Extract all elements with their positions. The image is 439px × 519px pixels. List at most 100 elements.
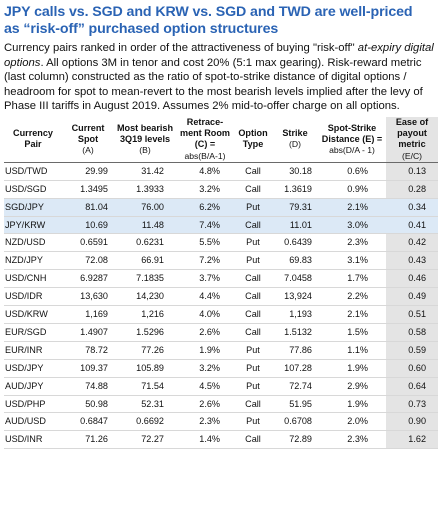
cell-payout: 0.41: [386, 216, 438, 234]
cell-strike: 30.18: [289, 165, 312, 176]
cell-strike: 69.83: [289, 255, 312, 266]
cell-payout: 0.46: [386, 269, 438, 288]
cell-retrace: 2.6%: [199, 398, 220, 409]
description-italic: at-expiry digital options: [4, 42, 434, 69]
cell-bearish: 66.91: [141, 255, 164, 266]
cell-option-type: Put: [246, 416, 260, 427]
cell-bearish: 1.5296: [136, 326, 164, 337]
cell-spot: 0.6591: [80, 237, 108, 248]
cell-strike: 0.6708: [284, 416, 312, 427]
cell-strike: 11.01: [272, 216, 318, 234]
table-row: USD/PHP 50.98 52.31 2.6% Call 51.95 1.9% 0.73: [4, 395, 438, 413]
table-row: USD/JPY 109.37 105.89 3.2% Put 107.28 1.9% 0.60: [4, 359, 438, 378]
cell-bearish: 7.1835: [136, 273, 164, 284]
cell-payout: 0.28: [386, 180, 438, 199]
cell-payout: 0.49: [386, 287, 438, 306]
cell-strike: 1.5132: [284, 326, 312, 337]
cell-pair: EUR/INR: [5, 344, 43, 355]
cell-retrace: 7.4%: [176, 216, 234, 234]
cell-strike: 79.31: [272, 198, 318, 216]
table-row: USD/SGD 1.3495 1.3933 3.2% Call 1.3619 0.9% 0.2…: [4, 180, 438, 199]
cell-bearish: 0.6692: [136, 416, 164, 427]
cell-distance: 2.2%: [347, 291, 368, 302]
cell-pair: USD/TWD: [5, 165, 48, 176]
cell-retrace: 1.4%: [199, 434, 220, 445]
table-row: NZD/USD 0.6591 0.6231 5.5% Put 0.6439 2.3% 0.42: [4, 233, 438, 252]
table-header: Currency Pair Current Spot (A) Most beari…: [4, 116, 438, 163]
table-row: USD/CNH 6.9287 7.1835 3.7% Call 7.0458 1.7% 0.4…: [4, 269, 438, 288]
cell-bearish: 1,216: [141, 309, 164, 320]
header-retracement-room: Retrace-ment Room (C) = abs(B/A-1): [176, 116, 234, 163]
header-current-spot-sub: (A): [82, 144, 94, 155]
cell-bearish: 52.31: [141, 398, 164, 409]
header-current-spot: Current Spot (A): [62, 116, 114, 163]
cell-payout: 0.60: [386, 359, 438, 378]
table-row: USD/IDR 13,630 14,230 4.4% Call 13,924 2.2% 0.4…: [4, 287, 438, 306]
cell-option-type: Put: [246, 344, 260, 355]
cell-bearish: 105.89: [136, 362, 164, 373]
cell-bearish: 11.48: [114, 216, 176, 234]
cell-option-type: Put: [246, 255, 260, 266]
table-row: SGD/JPY 81.04 76.00 6.2% Put 79.31 2.1% 0.34: [4, 198, 438, 216]
cell-payout: 0.51: [386, 305, 438, 324]
cell-payout: 0.42: [386, 233, 438, 252]
cell-option-type: Put: [246, 237, 260, 248]
options-table: Currency Pair Current Spot (A) Most beari…: [4, 116, 438, 449]
cell-bearish: 14,230: [136, 291, 164, 302]
cell-spot: 74.88: [85, 380, 108, 391]
cell-distance: 1.1%: [347, 344, 368, 355]
header-retracement-sub: abs(B/A-1): [184, 150, 226, 161]
cell-bearish: 71.54: [141, 380, 164, 391]
cell-bearish: 1.3933: [136, 183, 164, 194]
cell-distance: 2.1%: [347, 309, 368, 320]
cell-spot: 1.4907: [80, 326, 108, 337]
description-part-1: Currency pairs ranked in order of the at…: [4, 42, 358, 54]
cell-strike: 1.3619: [284, 183, 312, 194]
cell-bearish: 0.6231: [136, 237, 164, 248]
cell-distance: 2.1%: [318, 198, 386, 216]
cell-retrace: 4.5%: [199, 380, 220, 391]
cell-retrace: 5.5%: [199, 237, 220, 248]
cell-spot: 109.37: [80, 362, 108, 373]
cell-payout: 0.64: [386, 377, 438, 396]
description-part-2: . All options 3M in tenor and cost 20% (…: [4, 56, 423, 113]
cell-pair: USD/KRW: [5, 309, 48, 320]
cell-bearish: 72.27: [141, 434, 164, 445]
cell-retrace: 3.2%: [199, 183, 220, 194]
header-most-bearish: Most bearish 3Q19 levels (B): [114, 116, 176, 163]
table-row: EUR/SGD 1.4907 1.5296 2.6% Call 1.5132 1.5% 0.5…: [4, 323, 438, 342]
header-currency-pair: Currency Pair: [4, 116, 62, 163]
cell-spot: 13,630: [80, 291, 108, 302]
cell-pair: USD/PHP: [5, 398, 46, 409]
cell-option-type: Call: [245, 326, 261, 337]
header-option-type: Option Type: [234, 116, 272, 163]
table-row: NZD/JPY 72.08 66.91 7.2% Put 69.83 3.1% 0.43: [4, 251, 438, 270]
cell-option-type: Call: [245, 434, 261, 445]
cell-retrace: 4.4%: [199, 291, 220, 302]
title-line-1: JPY calls vs. SGD and KRW vs. SGD and TW…: [4, 4, 413, 20]
cell-option-type: Call: [234, 216, 272, 234]
table-row: USD/TWD 29.99 31.42 4.8% Call 30.18 0.6% 0.13: [4, 162, 438, 181]
cell-pair: SGD/JPY: [4, 198, 62, 216]
cell-strike: 72.89: [289, 434, 312, 445]
cell-pair: USD/INR: [5, 434, 43, 445]
cell-option-type: Call: [245, 309, 261, 320]
cell-strike: 13,924: [284, 291, 312, 302]
cell-option-type: Call: [245, 165, 261, 176]
cell-pair: NZD/JPY: [5, 255, 43, 266]
table-row: JPY/KRW 10.69 11.48 7.4% Call 11.01 3.0% 0.41: [4, 216, 438, 234]
cell-retrace: 2.3%: [199, 416, 220, 427]
cell-option-type: Call: [245, 291, 261, 302]
cell-spot: 10.69: [62, 216, 114, 234]
cell-distance: 1.5%: [347, 326, 368, 337]
table-row: EUR/INR 78.72 77.26 1.9% Put 77.86 1.1% 0.59: [4, 341, 438, 360]
header-payout-sub: (E/C): [401, 150, 423, 161]
cell-pair: AUD/USD: [5, 416, 46, 427]
cell-strike: 72.74: [289, 380, 312, 391]
cell-distance: 0.9%: [347, 183, 368, 194]
cell-pair: USD/JPY: [5, 362, 44, 373]
cell-distance: 3.0%: [318, 216, 386, 234]
cell-spot: 71.26: [85, 434, 108, 445]
header-strike: Strike (D): [272, 116, 318, 163]
cell-spot: 72.08: [85, 255, 108, 266]
